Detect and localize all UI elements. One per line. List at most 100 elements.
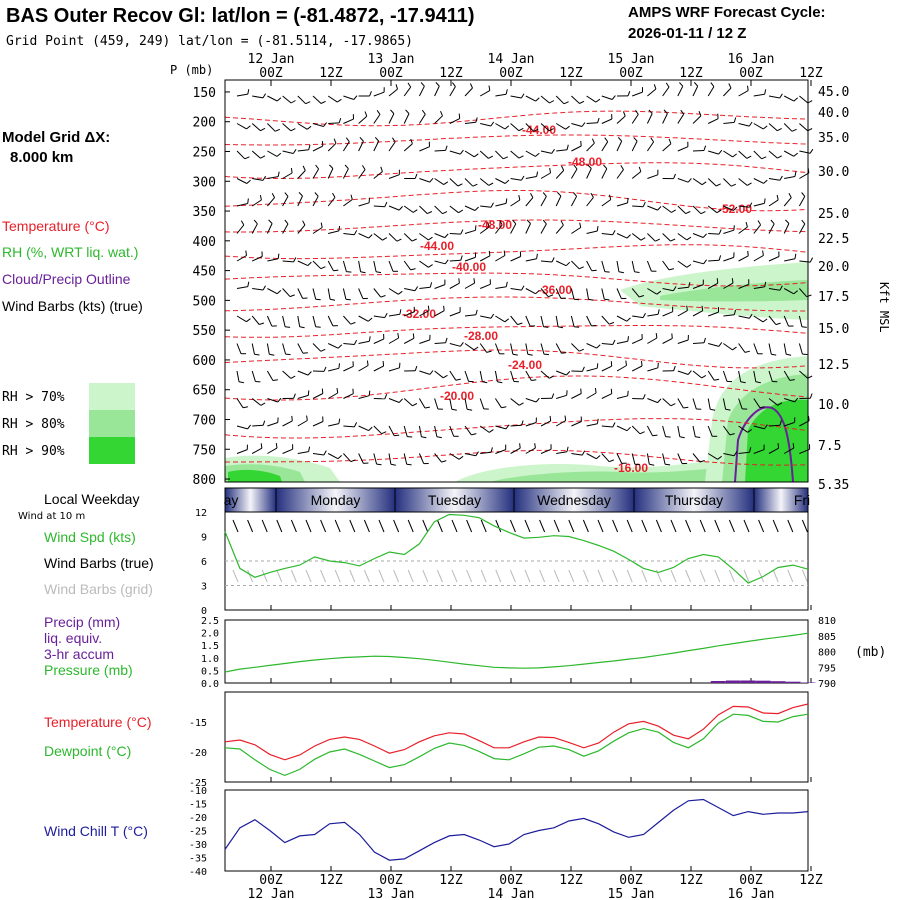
surface-wind-barb <box>685 519 692 533</box>
rh-swatch <box>89 383 135 410</box>
surface-wind-barb <box>247 519 254 533</box>
grid-wind-barb <box>436 569 443 583</box>
panel-border <box>224 511 809 611</box>
wind-barb <box>479 343 492 353</box>
wind-barb <box>632 312 646 319</box>
pressure-tick-label: 650 <box>193 384 216 399</box>
wind-barb <box>358 315 373 322</box>
wind-barb <box>297 260 312 267</box>
wind-barb <box>373 394 388 400</box>
wind-barb <box>251 443 263 454</box>
wind-barb <box>753 89 767 97</box>
wind-barb <box>571 388 582 399</box>
temperature-contour-label: -44.00 <box>420 239 454 253</box>
wind-barb <box>555 123 570 130</box>
wind-barb <box>282 257 297 263</box>
wind-barb <box>449 149 464 155</box>
wind-barb <box>358 91 372 97</box>
wind-barb <box>297 123 312 130</box>
temperature-legend-entry: Temperature (°C) <box>44 714 152 730</box>
wind-barb <box>616 165 624 179</box>
wind-legend-entry: Wind Barbs (true) <box>44 555 154 571</box>
height-tick-label: 17.5 <box>818 290 849 305</box>
wind-barb <box>236 281 250 289</box>
wind-barb <box>388 362 401 372</box>
legend-entry: Temperature (°C) <box>2 218 110 234</box>
y-tick-label: 810 <box>818 616 836 627</box>
wind-barb <box>708 149 723 155</box>
wind-barb <box>251 195 262 207</box>
y-tick-label: 0 <box>201 606 207 617</box>
wind-barb <box>236 89 250 97</box>
wind-barb <box>297 95 311 105</box>
wind-barb <box>236 424 252 430</box>
wind-barb <box>236 398 248 409</box>
wind-barb <box>525 123 539 132</box>
wind-barb <box>768 315 781 326</box>
temperature-contour-label: -40.00 <box>452 260 486 274</box>
y-tick-label: -30 <box>189 840 207 851</box>
wind-barb <box>540 95 555 104</box>
wind-barb <box>464 117 478 124</box>
wind-barb <box>738 150 752 159</box>
wind-barb <box>662 333 673 344</box>
wind-panel-title: Wind at 10 m <box>18 511 85 522</box>
wind-barb <box>479 178 494 186</box>
date-label: 16 Jan <box>728 887 775 900</box>
grid-point-subtitle: Grid Point (459, 249) lat/lon = (-81.511… <box>6 34 413 49</box>
wind-barb <box>601 194 612 207</box>
wind-barb <box>495 424 510 430</box>
grid-wind-barb <box>758 569 765 583</box>
wind-barb <box>464 225 477 234</box>
wind-barb <box>312 260 326 270</box>
wind-barb <box>449 398 457 411</box>
wind-barb <box>358 165 366 179</box>
wind-barb <box>768 420 782 427</box>
wind-barb <box>601 95 616 100</box>
y-tick-label: -20 <box>189 748 207 759</box>
wind-barb <box>388 453 396 466</box>
y-tick-label: 800 <box>818 648 836 659</box>
wind-barb <box>601 137 609 152</box>
weekday-name: Tuesday <box>428 492 481 508</box>
surface-wind-barb <box>349 519 356 533</box>
wind-barb <box>662 453 671 466</box>
wind-barb <box>494 343 505 355</box>
time-tick-label: 12Z <box>439 66 463 81</box>
wind-barb <box>631 110 639 124</box>
time-tick-label: 00Z <box>379 873 403 888</box>
wind-barb <box>403 333 415 344</box>
wind-barb <box>555 343 567 354</box>
grid-wind-barb <box>670 569 677 583</box>
y-tick-label: -25 <box>189 778 207 789</box>
forecast-cycle-label: AMPS WRF Forecast Cycle: <box>628 4 826 21</box>
wind-barb <box>540 343 550 356</box>
wind-barb <box>631 333 643 344</box>
wind-barb <box>738 279 750 289</box>
surface-wind-barb <box>290 519 297 533</box>
wind-barb <box>388 137 396 152</box>
panel-border <box>224 789 809 872</box>
wind-barb <box>677 205 691 215</box>
precip-bar <box>785 681 801 683</box>
wind-barb <box>753 315 768 323</box>
wind-barb <box>449 278 460 289</box>
wind-barb <box>692 111 702 124</box>
pressure-tick-label: 750 <box>193 443 216 458</box>
wind-barb <box>327 453 343 460</box>
wind-barb <box>647 288 662 295</box>
grid-wind-barb <box>626 569 633 583</box>
wind-barb <box>783 192 792 207</box>
wind-barb <box>540 257 555 263</box>
wind-chill-legend-entry: Wind Chill T (°C) <box>44 823 148 839</box>
grid-wind-barb <box>334 569 341 583</box>
wind-barb <box>328 418 341 427</box>
wind-barb <box>540 393 555 399</box>
wind-barb <box>722 398 731 411</box>
weekday-name: Wednesday <box>537 492 611 508</box>
y-tick-label: 2.5 <box>201 616 219 627</box>
pressure-tick-label: 300 <box>193 175 216 190</box>
wind-barb <box>692 233 707 238</box>
wind-barb <box>282 393 296 399</box>
wind-barb <box>419 334 431 344</box>
